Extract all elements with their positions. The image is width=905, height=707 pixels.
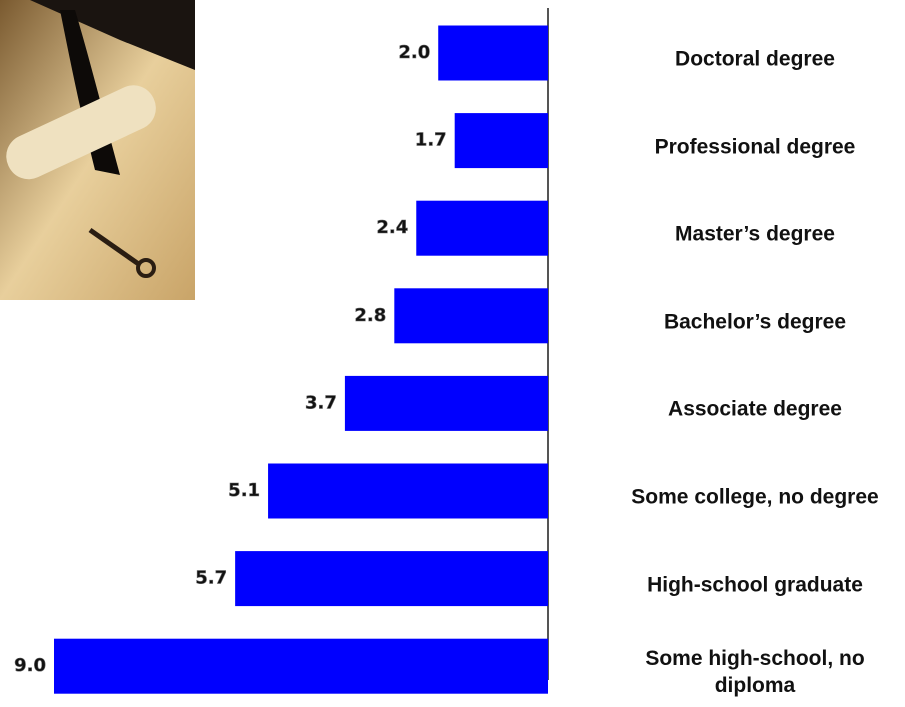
category-label: Associate degree [668, 397, 842, 421]
bar [438, 25, 548, 81]
bar [235, 551, 548, 607]
category-label: Some high-school, no diploma [645, 647, 865, 698]
bar [454, 113, 548, 169]
category-label: Some college, no degree [631, 485, 879, 509]
bar [394, 288, 548, 344]
bar [54, 638, 548, 694]
value-label: 5.7 [195, 568, 227, 589]
value-label: 9.0 [14, 655, 46, 676]
bar [344, 375, 548, 431]
value-label: 1.7 [415, 130, 447, 151]
category-label: Bachelor’s degree [663, 310, 847, 334]
photo [0, 0, 195, 300]
bar [268, 463, 548, 519]
value-label: 5.1 [228, 480, 260, 501]
bar [416, 200, 548, 256]
category-label: High-school graduate [647, 573, 863, 597]
category-label: Professional degree [654, 135, 856, 159]
category-label: Master’s degree [675, 222, 835, 246]
value-label: 2.4 [376, 217, 408, 238]
value-label: 2.0 [398, 42, 430, 63]
category-label: Doctoral degree [675, 47, 835, 71]
value-label: 3.7 [305, 392, 337, 413]
value-label: 2.8 [354, 305, 386, 326]
